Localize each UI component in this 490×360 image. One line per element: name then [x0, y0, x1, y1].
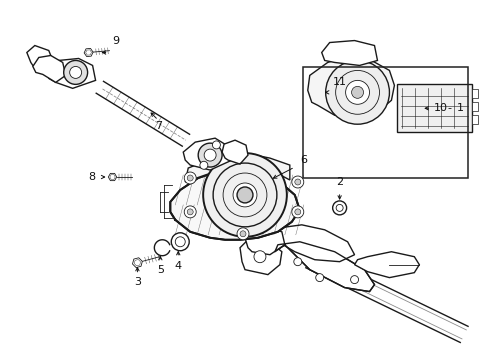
Text: 4: 4 — [175, 261, 182, 271]
Circle shape — [254, 251, 266, 263]
Polygon shape — [355, 252, 419, 278]
Circle shape — [184, 172, 196, 184]
Polygon shape — [185, 154, 290, 182]
Circle shape — [295, 179, 301, 185]
Text: 11: 11 — [333, 77, 346, 87]
Polygon shape — [84, 49, 93, 57]
Text: -: - — [447, 103, 451, 113]
Circle shape — [350, 276, 359, 284]
Circle shape — [237, 228, 249, 240]
Text: 10: 10 — [434, 103, 448, 113]
Circle shape — [198, 143, 222, 167]
Polygon shape — [183, 138, 232, 170]
Bar — [472, 89, 478, 98]
Circle shape — [200, 161, 208, 169]
Circle shape — [292, 206, 304, 218]
Circle shape — [316, 274, 324, 282]
Text: 2: 2 — [336, 177, 343, 187]
Circle shape — [204, 149, 216, 161]
Polygon shape — [272, 225, 355, 262]
Circle shape — [184, 206, 196, 218]
Polygon shape — [132, 258, 142, 267]
Polygon shape — [47, 58, 96, 88]
Circle shape — [292, 176, 304, 188]
Text: 5: 5 — [157, 265, 164, 275]
Polygon shape — [240, 240, 282, 275]
Circle shape — [70, 67, 82, 78]
Circle shape — [352, 86, 364, 98]
Circle shape — [233, 183, 257, 207]
Polygon shape — [33, 55, 66, 82]
Circle shape — [187, 209, 193, 215]
Text: 7: 7 — [155, 121, 163, 131]
Polygon shape — [322, 41, 377, 66]
Circle shape — [326, 60, 390, 124]
Circle shape — [294, 258, 302, 266]
Bar — [472, 102, 478, 111]
Circle shape — [203, 153, 287, 237]
Circle shape — [237, 187, 253, 203]
Polygon shape — [275, 242, 374, 292]
Bar — [303, 67, 467, 178]
Polygon shape — [171, 168, 300, 240]
Circle shape — [240, 231, 246, 237]
Text: 8: 8 — [89, 172, 96, 182]
Polygon shape — [222, 140, 248, 164]
Text: 9: 9 — [113, 36, 120, 46]
Bar — [472, 115, 478, 124]
Text: 1: 1 — [457, 103, 464, 113]
Polygon shape — [110, 175, 115, 179]
Circle shape — [295, 209, 301, 215]
Circle shape — [187, 175, 193, 181]
Text: 3: 3 — [134, 276, 141, 287]
Polygon shape — [108, 174, 117, 181]
Circle shape — [212, 141, 220, 149]
Bar — [397, 84, 472, 132]
Circle shape — [345, 80, 369, 104]
Polygon shape — [27, 45, 53, 71]
Circle shape — [64, 60, 88, 84]
Text: 6: 6 — [300, 155, 307, 165]
Polygon shape — [86, 50, 92, 55]
Polygon shape — [134, 260, 141, 266]
Polygon shape — [308, 55, 394, 118]
Polygon shape — [245, 228, 285, 255]
